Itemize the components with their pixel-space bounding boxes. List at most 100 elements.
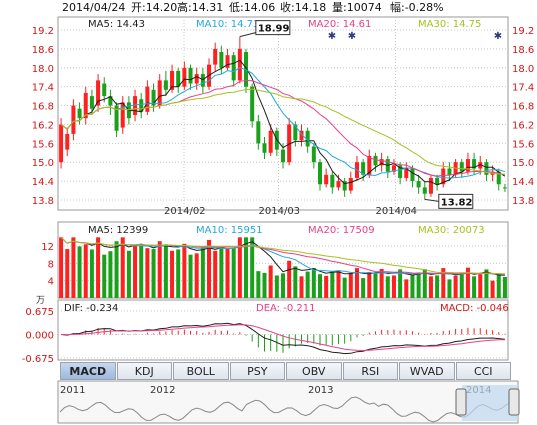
- volume-bar: [459, 272, 464, 298]
- volume-bar: [157, 241, 162, 298]
- candle-body: [151, 89, 156, 106]
- candle-body: [416, 181, 421, 188]
- candle-body: [262, 143, 267, 153]
- candle-body: [59, 124, 64, 163]
- tab-wvad[interactable]: WVAD: [399, 362, 455, 380]
- volume-bar: [77, 246, 82, 298]
- macd-panel: 0.675 0.000 -0.675 DIF: -0.234 DEA: -0.211 MA…: [22, 299, 509, 365]
- volume-bar: [194, 253, 199, 298]
- price-legend-item: MA5: 14.43: [88, 19, 145, 30]
- candle-body: [176, 70, 181, 87]
- candle-body: [330, 174, 335, 188]
- volume-bar: [225, 248, 230, 298]
- price-ma-line: [60, 59, 506, 186]
- macd-dea-line: [61, 324, 505, 352]
- volume-bar: [59, 237, 64, 298]
- candle-body: [182, 67, 187, 87]
- volume-bar: [385, 276, 390, 298]
- macd-legend-macd: MACD: -0.046: [440, 303, 509, 314]
- navigator-left-handle[interactable]: [455, 388, 467, 416]
- price-ytick-right: 17.4: [512, 83, 534, 94]
- candle-body: [194, 74, 199, 84]
- volume-bar: [441, 268, 446, 298]
- volume-bar: [200, 247, 205, 298]
- event-marker-icon: ✱: [328, 31, 336, 42]
- event-marker-icon: ✱: [348, 31, 356, 42]
- volume-bar: [65, 249, 70, 298]
- tab-rsi[interactable]: RSI: [342, 362, 398, 380]
- candle-body: [77, 108, 82, 119]
- candle-body: [188, 67, 193, 84]
- volume-bar: [478, 274, 483, 298]
- tab-boll[interactable]: BOLL: [173, 362, 229, 380]
- candle-body: [170, 70, 175, 90]
- price-legend-item: MA20: 14.61: [308, 19, 371, 30]
- tab-macd[interactable]: MACD: [60, 362, 116, 380]
- candle-body: [83, 92, 88, 119]
- navigator-xtick: 2013: [308, 385, 333, 396]
- candle-body: [280, 149, 286, 163]
- volume-bar: [274, 275, 279, 298]
- candle-body: [65, 133, 70, 150]
- candle-body: [472, 159, 477, 169]
- tab-obv[interactable]: OBV: [286, 362, 342, 380]
- header-open: 开:14.20: [131, 1, 177, 14]
- volume-bar: [496, 274, 501, 298]
- event-marker-icon: ✱: [494, 31, 502, 42]
- candle-body: [145, 86, 150, 112]
- volume-bar: [465, 267, 470, 298]
- candle-body: [219, 52, 224, 68]
- price-ytick-left: 16.8: [32, 102, 54, 113]
- price-ytick-right: 15.6: [512, 139, 534, 150]
- price-legend-item: MA30: 14.75: [418, 19, 481, 30]
- volume-ytick: 4: [48, 277, 54, 288]
- header-close: 收:14.18: [280, 0, 326, 14]
- candle-body: [71, 105, 76, 134]
- volume-bar: [268, 265, 273, 298]
- candle-body: [478, 162, 483, 169]
- volume-bar: [170, 250, 175, 298]
- volume-bar: [404, 279, 409, 298]
- volume-bar: [317, 274, 322, 298]
- candle-body: [317, 162, 322, 185]
- price-ytick-left: 13.8: [32, 196, 54, 207]
- volume-bar: [453, 275, 458, 298]
- volume-ytick: 12: [41, 242, 54, 253]
- volume-bar: [490, 280, 495, 298]
- min-price-label: 13.82: [441, 197, 473, 208]
- tab-kdj[interactable]: KDJ: [116, 362, 172, 380]
- macd-legend-dif: DIF: -0.234: [64, 303, 118, 314]
- price-ytick-right: 19.2: [512, 26, 534, 37]
- header-volume: 量:10074: [332, 1, 382, 14]
- volume-ytick: 8: [48, 259, 54, 270]
- candle-body: [465, 159, 470, 172]
- candle-body: [305, 130, 310, 147]
- header-high: 高:14.31: [177, 0, 223, 14]
- volume-bar: [428, 276, 433, 298]
- price-ytick-right: 13.8: [512, 196, 534, 207]
- navigator-right-handle[interactable]: [508, 388, 520, 416]
- volume-bar: [207, 239, 212, 298]
- candle-body: [157, 80, 162, 106]
- volume-bar: [287, 260, 292, 298]
- price-ytick-right: 16.2: [512, 120, 534, 131]
- candle-body: [441, 168, 446, 185]
- volume-bar: [435, 275, 440, 298]
- macd-ytick: -0.675: [22, 354, 54, 365]
- candle-body: [348, 177, 353, 191]
- volume-bar: [139, 246, 144, 298]
- price-ytick-left: 19.2: [32, 26, 54, 37]
- navigator-xtick: 2012: [150, 385, 175, 396]
- volume-bar: [163, 244, 168, 298]
- volume-bar: [188, 254, 193, 298]
- volume-bar: [410, 274, 415, 298]
- volume-panel: 12 8 4万 MA5: 12399 MA10: 15951 MA20: 17509 MA3…: [36, 221, 509, 306]
- volume-bar: [422, 269, 427, 298]
- tab-cci[interactable]: CCI: [455, 362, 511, 380]
- volume-bar: [262, 272, 267, 298]
- volume-bar: [182, 243, 187, 298]
- candle-body: [367, 155, 372, 175]
- tab-psy[interactable]: PSY: [229, 362, 285, 380]
- price-ytick-right: 15.0: [512, 158, 534, 169]
